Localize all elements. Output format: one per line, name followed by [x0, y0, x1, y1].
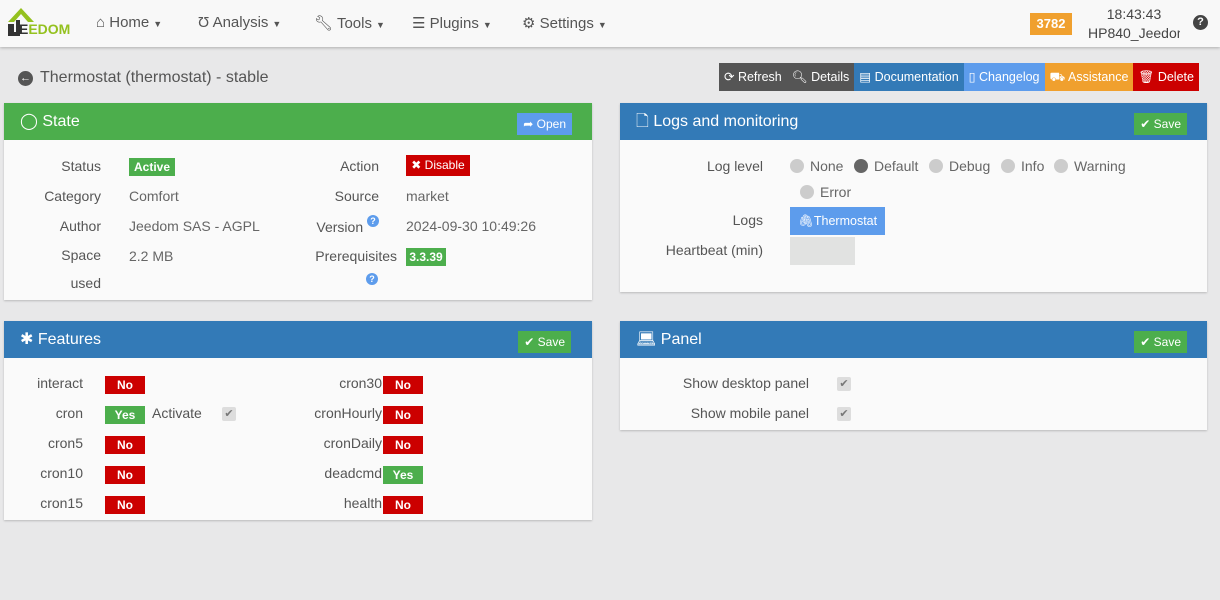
activate-cron-checkbox[interactable]: ✔: [222, 407, 236, 421]
feature-value-badge: No: [105, 436, 145, 454]
feature-label: cron15: [40, 495, 83, 511]
details-button[interactable]: 🔍︎ Details: [786, 63, 855, 91]
mobile-panel-checkbox[interactable]: ✔: [837, 407, 851, 421]
panel-panel: 💻︎ Panel ✔ Save Show desktop panel ✔ Sho…: [620, 321, 1207, 430]
feature-label: cronHourly: [314, 405, 382, 421]
nav-tools[interactable]: 🔧︎ Tools ▼: [314, 15, 385, 32]
prerequisites-badge: 3.3.39: [406, 248, 446, 266]
panel-header: 💻︎ Panel ✔ Save: [620, 321, 1207, 358]
puzzle-icon: ✱: [20, 331, 34, 348]
changelog-button[interactable]: ▯ Changelog: [963, 63, 1045, 91]
home-icon: ⌂: [96, 14, 106, 31]
feature-value-badge: No: [105, 496, 145, 514]
heartbeat-input[interactable]: [790, 237, 855, 265]
state-panel: ◯ State ➦ Open Status Active Category Co…: [4, 103, 592, 300]
radio-default[interactable]: Default: [854, 158, 918, 174]
desktop-panel-checkbox[interactable]: ✔: [837, 377, 851, 391]
documentation-button[interactable]: ▤ Documentation: [854, 63, 964, 91]
feature-value-badge: No: [105, 376, 145, 394]
refresh-button[interactable]: ⟳ Refresh: [719, 63, 787, 91]
panel-save-button[interactable]: ✔ Save: [1134, 331, 1187, 353]
feature-value-badge: Yes: [105, 406, 145, 424]
list-check-icon: ☰: [412, 15, 426, 32]
status-badge: Active: [129, 158, 175, 176]
logs-save-button[interactable]: ✔ Save: [1134, 113, 1187, 135]
jeedom-logo[interactable]: EEDOM: [6, 6, 76, 38]
message-count-badge[interactable]: 3782: [1030, 13, 1072, 35]
nav-home[interactable]: ⌂ Home ▼: [96, 14, 163, 31]
feature-label: cron5: [47, 435, 83, 451]
radio-info[interactable]: Info: [1001, 158, 1044, 174]
assistance-button[interactable]: ⛟ Assistance: [1044, 63, 1134, 91]
help-icon[interactable]: ?: [366, 273, 378, 285]
state-header: ◯ State ➦ Open: [4, 103, 592, 140]
file-icon: 🗋: [636, 113, 649, 130]
radio-error[interactable]: Error: [800, 184, 851, 200]
feature-label: cronDaily: [323, 435, 382, 451]
feature-label: deadcmd: [324, 465, 382, 481]
gear-icon: ⚙: [522, 15, 536, 32]
features-header: ✱ Features ✔ Save: [4, 321, 592, 358]
wrench-icon: 🔧︎: [314, 15, 334, 32]
nav-analysis[interactable]: Ʊ Analysis ▼: [198, 14, 282, 31]
laptop-icon: 💻︎: [636, 331, 657, 348]
nav-plugins[interactable]: ☰ Plugins ▼: [412, 15, 492, 32]
radio-warning[interactable]: Warning: [1054, 158, 1126, 174]
open-button[interactable]: ➦ Open: [517, 113, 572, 135]
page-title: ← Thermostat (thermostat) - stable: [18, 69, 269, 86]
feature-value-badge: No: [105, 466, 145, 484]
feature-value-badge: Yes: [383, 466, 423, 484]
feature-value-badge: No: [383, 406, 423, 424]
log-thermostat-button[interactable]: 🖇︎Thermostat: [790, 207, 886, 235]
stethoscope-icon: Ʊ: [198, 14, 210, 31]
feature-label: cron: [55, 405, 83, 421]
radio-debug[interactable]: Debug: [929, 158, 990, 174]
logs-panel: 🗋 Logs and monitoring ✔ Save Log level N…: [620, 103, 1207, 292]
feature-label: health: [343, 495, 382, 511]
radio-none[interactable]: None: [790, 158, 843, 174]
feature-label: cron10: [40, 465, 83, 481]
help-icon[interactable]: ?: [1193, 15, 1208, 30]
features-save-button[interactable]: ✔ Save: [518, 331, 571, 353]
delete-button[interactable]: 🗑︎ Delete: [1133, 63, 1199, 91]
feature-value-badge: No: [383, 376, 423, 394]
circle-notch-icon: ◯: [20, 113, 38, 130]
help-icon[interactable]: ?: [367, 215, 379, 227]
clock: 18:43:43 HP840_Jeedom: [1088, 6, 1180, 41]
feature-label: cron30: [339, 375, 382, 391]
disable-button[interactable]: ✖ Disable: [406, 155, 470, 176]
feature-label: interact: [37, 375, 83, 391]
nav-settings[interactable]: ⚙ Settings ▼: [522, 15, 607, 32]
feature-value-badge: No: [383, 496, 423, 514]
action-toolbar: ⟳ Refresh 🔍︎ Details ▤ Documentation ▯ C…: [719, 63, 1199, 91]
features-panel: ✱ Features ✔ Save interact No cron Yes cron5…: [4, 321, 592, 520]
back-arrow-icon[interactable]: ←: [18, 71, 33, 86]
feature-value-badge: No: [383, 436, 423, 454]
logs-header: 🗋 Logs and monitoring ✔ Save: [620, 103, 1207, 140]
top-navbar: EEDOM ⌂ Home ▼ Ʊ Analysis ▼ 🔧︎ Tools ▼ ☰ Pl…: [0, 0, 1220, 47]
